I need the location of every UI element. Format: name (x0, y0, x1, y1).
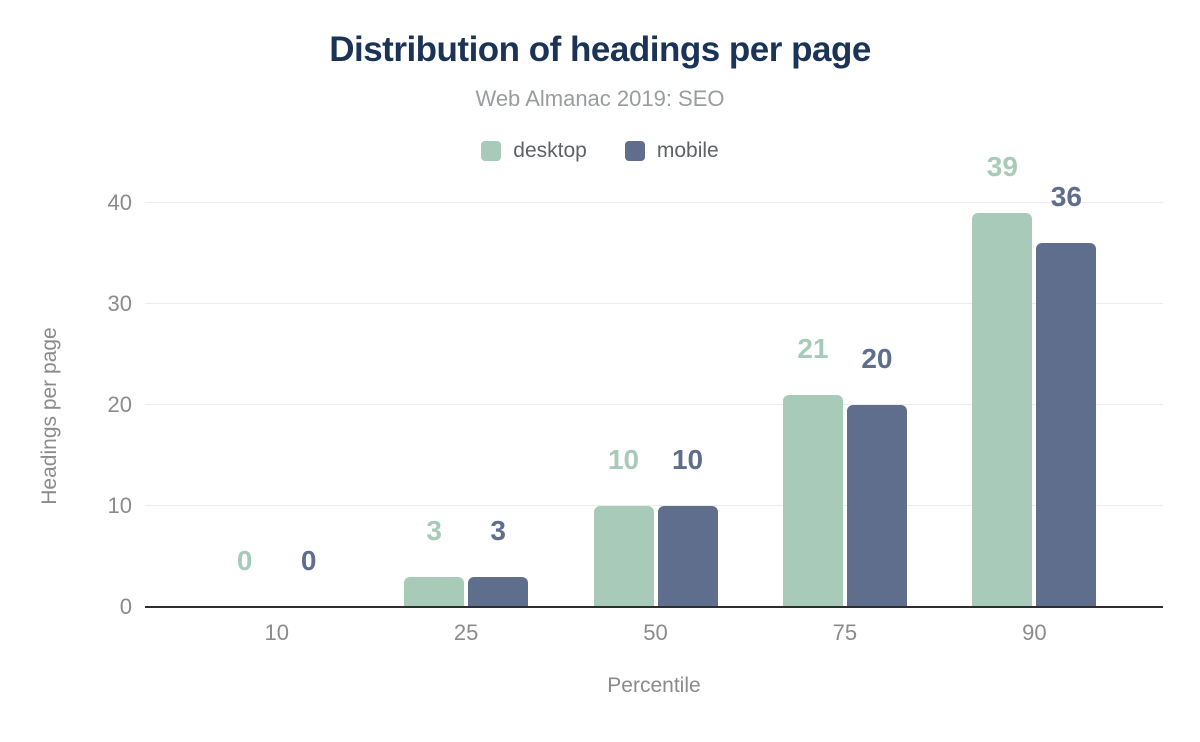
bar-groups: 0 0 10 3 3 25 10 10 50 21 20 75 39 36 90 (182, 150, 1129, 645)
legend-label: desktop (513, 139, 587, 162)
bar-group-p10: 0 0 10 (182, 150, 371, 645)
legend-label: mobile (656, 139, 719, 162)
value-label-desktop-p25: 3 (426, 515, 442, 546)
value-label-mobile-p90: 36 (1050, 181, 1082, 212)
value-label-desktop-p90: 39 (986, 151, 1018, 182)
x-tick-label-25: 25 (453, 620, 479, 645)
y-tick-label-40: 40 (107, 190, 132, 215)
bar-desktop-p90: 39 (972, 151, 1033, 607)
legend-swatch-desktop (481, 141, 502, 161)
chart-title: Distribution of headings per page (329, 30, 871, 69)
x-axis-title: Percentile (607, 674, 701, 697)
chart-subtitle: Web Almanac 2019: SEO (475, 86, 725, 111)
x-tick-label-50: 50 (643, 620, 668, 645)
legend-item-desktop[interactable]: desktop (481, 139, 587, 163)
bar-mobile-p75: 20 (846, 343, 907, 607)
gridline-y30 (145, 303, 1163, 304)
bar-mobile-p90: 36 (1036, 181, 1097, 607)
x-tick-label-75: 75 (832, 620, 858, 645)
x-tick-label-10: 10 (264, 620, 289, 645)
value-label-mobile-p25: 3 (490, 515, 506, 546)
bar-group-p50: 10 10 50 (561, 150, 750, 645)
y-tick-label-0: 0 (119, 594, 132, 619)
value-label-mobile-p50: 10 (671, 444, 704, 475)
value-label-desktop-p50: 10 (607, 444, 640, 475)
legend-item-mobile[interactable]: mobile (624, 139, 719, 163)
bar-group-p90: 39 36 90 (940, 150, 1129, 645)
gridline-y40 (145, 202, 1163, 203)
plot-area: 0 10 20 30 40 0 0 10 3 3 25 10 10 50 21 20 75 39 36 90 (108, 150, 1163, 645)
legend: desktop mobile (0, 139, 1200, 163)
bar-desktop-p75: 21 (782, 333, 843, 607)
value-label-mobile-p75: 20 (861, 343, 893, 374)
value-label-desktop-p10: 0 (236, 545, 253, 576)
y-axis-title: Headings per page (38, 327, 61, 505)
x-tick-label-90: 90 (1022, 620, 1047, 645)
bar-group-p75: 21 20 75 (750, 150, 939, 645)
bar-desktop-p25: 3 (404, 515, 465, 607)
x-axis-line (145, 606, 1163, 608)
legend-swatch-mobile (624, 141, 645, 161)
y-tick-label-30: 30 (107, 291, 132, 316)
y-tick-label-20: 20 (107, 392, 132, 417)
bar-group-p25: 3 3 25 (371, 150, 560, 645)
gridline-y10 (145, 505, 1163, 506)
y-tick-label-10: 10 (107, 493, 132, 518)
gridline-y20 (145, 404, 1163, 405)
value-label-desktop-p75: 21 (797, 333, 829, 364)
bar-desktop-p50: 10 (593, 444, 654, 607)
value-label-mobile-p10: 0 (300, 545, 317, 576)
bar-mobile-p25: 3 (468, 515, 529, 607)
bar-mobile-p50: 10 (657, 444, 718, 607)
